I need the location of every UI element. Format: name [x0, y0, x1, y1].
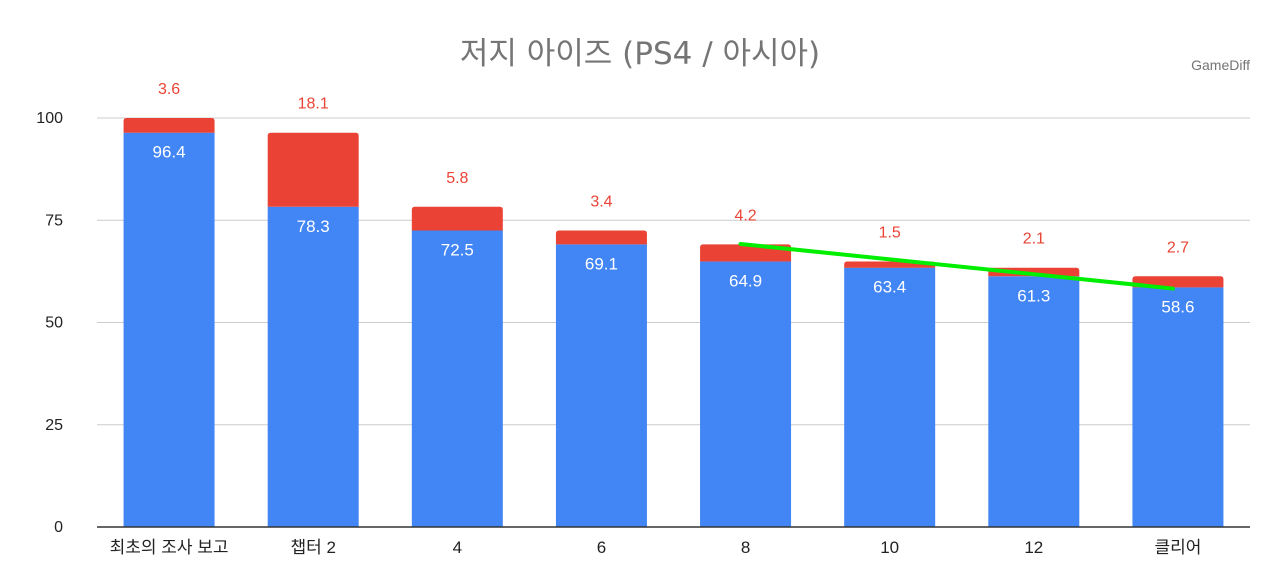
bar-top-value-label-5: 1.5: [879, 225, 901, 242]
bar-base-value-label-6: 61.3: [1017, 286, 1050, 305]
bar-base-3: [555, 244, 647, 528]
bar-top-value-label-1: 18.1: [298, 96, 329, 113]
x-tick-label-6: 12: [1024, 538, 1043, 557]
bar-top-1: [267, 132, 359, 207]
bar-base-1: [267, 206, 359, 528]
bar-base-value-label-3: 69.1: [585, 254, 618, 273]
x-tick-label-1: 챕터 2: [290, 538, 335, 557]
bar-top-value-label-6: 2.1: [1023, 231, 1045, 248]
y-tick-label-75: 75: [45, 212, 63, 229]
bar-base-value-label-1: 78.3: [297, 217, 330, 236]
bar-base-value-label-4: 64.9: [729, 272, 762, 291]
x-tick-label-0: 최초의 조사 보고: [110, 538, 229, 557]
chart-title: 저지 아이즈 (PS4 / 아시아): [459, 36, 821, 72]
y-tick-label-0: 0: [54, 519, 63, 536]
bar-top-0: [123, 118, 215, 133]
y-tick-label-50: 50: [45, 315, 63, 332]
trendline: [738, 241, 1175, 291]
bar-top-value-label-3: 3.4: [590, 193, 612, 210]
y-tick-label-100: 100: [36, 110, 63, 127]
bar-top-2: [411, 206, 503, 231]
bar-base-6: [988, 276, 1080, 527]
watermark-gamediff: GameDiff: [1191, 57, 1250, 73]
bar-top-value-label-4: 4.2: [734, 207, 756, 224]
bar-base-value-label-5: 63.4: [873, 278, 906, 297]
x-tick-label-7: 클리어: [1154, 538, 1201, 557]
bar-top-7: [1132, 276, 1224, 288]
x-tick-label-5: 10: [880, 538, 899, 557]
bar-top-value-label-0: 3.6: [158, 81, 180, 98]
bar-top-value-label-7: 2.7: [1167, 239, 1189, 256]
x-tick-label-3: 6: [597, 538, 606, 557]
bar-base-5: [844, 267, 936, 527]
bar-base-0: [123, 132, 215, 527]
bar-base-value-label-7: 58.6: [1161, 297, 1194, 316]
bar-top-6: [988, 267, 1080, 277]
bar-base-4: [700, 261, 792, 527]
x-tick-label-2: 4: [453, 538, 462, 557]
y-tick-label-25: 25: [45, 417, 63, 434]
x-tick-label-4: 8: [741, 538, 750, 557]
bar-base-value-label-0: 96.4: [153, 143, 186, 162]
bar-base-value-label-2: 72.5: [441, 240, 474, 259]
bar-base-2: [411, 230, 503, 527]
bar-top-3: [555, 230, 647, 245]
bar-base-7: [1132, 287, 1224, 527]
bar-top-value-label-2: 5.8: [446, 170, 468, 187]
